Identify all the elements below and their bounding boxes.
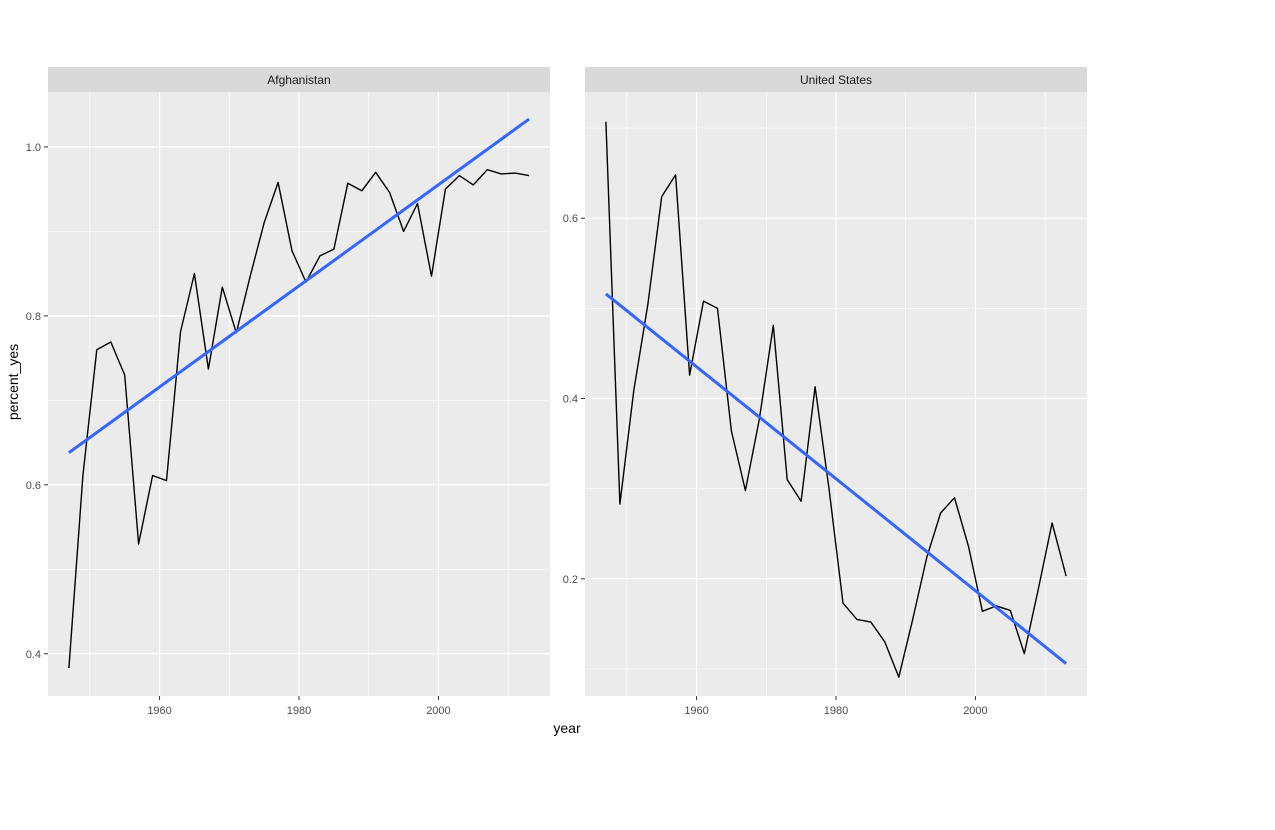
facet-strip	[585, 67, 1087, 92]
facet-strip	[48, 67, 550, 92]
series-line-percent-yes	[68, 168, 530, 669]
facet-strip-label: Afghanistan	[267, 73, 330, 87]
y-tick-label: 1.0	[26, 142, 41, 154]
facet-panel-afghanistan: Afghanistan 1960 1980 2000 0.4 0.6 0.8 1.0	[26, 67, 550, 717]
x-tick-label: 1960	[684, 705, 708, 717]
x-axis-title: year	[553, 720, 581, 736]
trend-line	[604, 292, 1068, 665]
y-tick-label: 0.4	[563, 394, 578, 406]
y-tick-label: 0.4	[26, 649, 41, 661]
y-axis-title: percent_yes	[5, 344, 21, 420]
y-tick-label: 0.2	[563, 574, 578, 586]
y-tick-label: 0.6	[563, 213, 578, 225]
x-tick-label: 1960	[147, 705, 171, 717]
x-tick-label: 2000	[963, 705, 987, 717]
x-tick-label: 1980	[824, 705, 848, 717]
facet-panel-united-states: United States 1960 1980 2000 0.2 0.4 0.6	[563, 67, 1087, 717]
x-tick-label: 1980	[287, 705, 311, 717]
y-tick-label: 0.8	[26, 311, 41, 323]
x-tick-label: 2000	[426, 705, 450, 717]
grid-lines	[585, 92, 1087, 696]
facet-strip-label: United States	[800, 73, 872, 87]
grid-lines	[48, 92, 550, 696]
series-line-percent-yes	[605, 121, 1067, 678]
trend-line	[68, 117, 530, 454]
y-tick-label: 0.6	[26, 480, 41, 492]
